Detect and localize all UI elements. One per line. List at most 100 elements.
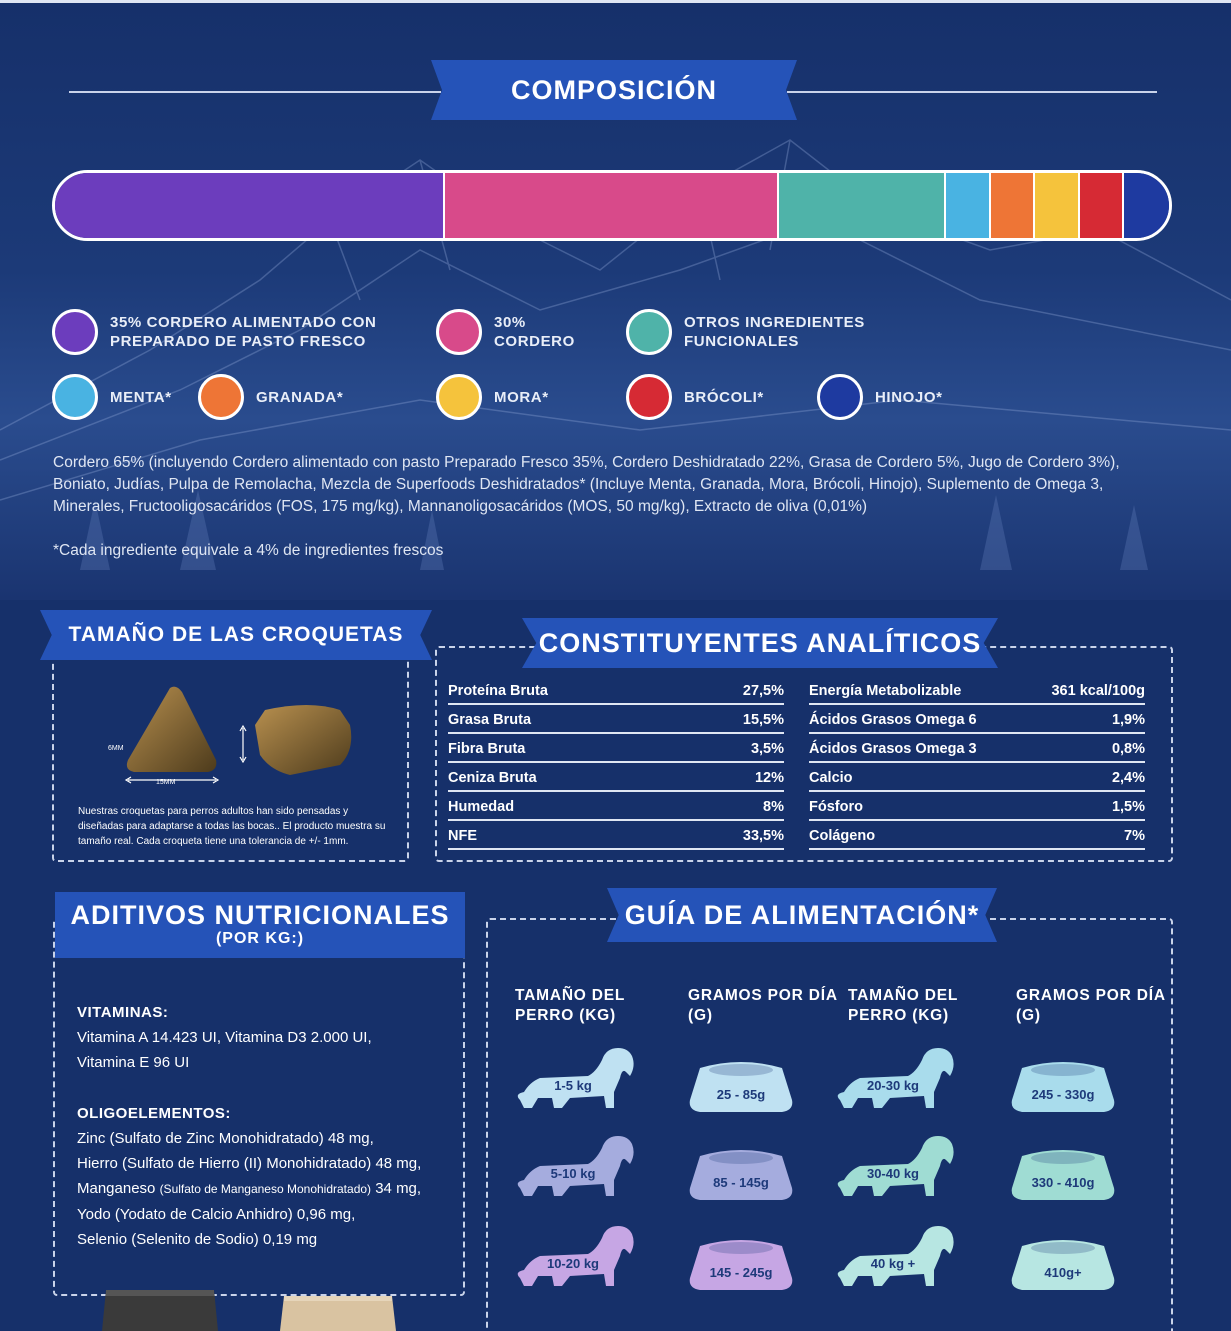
mineral-main: Manganeso (77, 1180, 160, 1197)
legend-swatch (626, 309, 672, 355)
additives-subtitle: (POR KG:) (215, 930, 305, 947)
analysis-value: 27,5% (742, 683, 784, 699)
dog-weight-label: 1-5 kg (554, 1078, 592, 1093)
legend-label: 30% CORDERO (494, 314, 575, 350)
analysis-name: Energía Metabolizable (809, 683, 962, 699)
grams-label: 245 - 330g (1031, 1087, 1095, 1102)
bowl-icon (689, 1150, 793, 1200)
analysis-name: Ácidos Grasos Omega 6 (809, 712, 977, 728)
divider-right (787, 91, 1157, 93)
composition-segment-5 (990, 173, 1036, 238)
legend-item-cordero-pasto: 35% CORDERO ALIMENTADO CON PREPARADO DE … (52, 309, 400, 355)
composition-segment-2 (444, 173, 780, 238)
analysis-row: Humedad 8% (448, 792, 784, 821)
legend-item-menta: MENTA* (52, 374, 172, 420)
dog-icon (517, 1226, 634, 1286)
grams-label: 145 - 245g (709, 1265, 773, 1280)
analysis-name: Fibra Bruta (448, 741, 526, 757)
mountain-illustration (0, 139, 1231, 570)
composition-segment-6 (1035, 173, 1080, 238)
analysis-value: 8% (763, 799, 784, 815)
analysis-row: Ácidos Grasos Omega 3 0,8% (809, 734, 1145, 763)
grams-label: 330 - 410g (1031, 1175, 1095, 1190)
dog-icon (837, 1048, 954, 1108)
analysis-value: 0,8% (1111, 741, 1145, 757)
analysis-row: Energía Metabolizable 361 kcal/100g (809, 676, 1145, 705)
analysis-value: 12% (754, 770, 784, 786)
kibble-illustration (124, 686, 352, 784)
kibble-height-label: 6MM (108, 745, 124, 752)
vitamins-line: Vitamina E 96 UI (77, 1054, 190, 1071)
bowl-icon (689, 1062, 793, 1112)
analysis-left-column: Proteína Bruta 27,5% Grasa Bruta 15,5% Fibra… (448, 676, 784, 850)
kibble-title: TAMAÑO DE LAS CROQUETAS (40, 610, 432, 660)
legend-swatch (52, 374, 98, 420)
analysis-name: Humedad (448, 799, 515, 815)
analysis-row: Grasa Bruta 15,5% (448, 705, 784, 734)
legend-item-granada: GRANADA* (198, 374, 343, 420)
additives-content: VITAMINAS: Vitamina A 14.423 UI, Vitamin… (77, 1000, 457, 1252)
legend-label: MORA* (494, 388, 549, 406)
analysis-row: Calcio 2,4% (809, 763, 1145, 792)
dog-icon (837, 1136, 954, 1196)
additives-header: ADITIVOS NUTRICIONALES (POR KG:) (55, 892, 465, 958)
mineral-line: Manganeso (Sulfato de Manganeso Monohidr… (77, 1176, 457, 1202)
vitamins-line: Vitamina A 14.423 UI, Vitamina D3 2.000 … (77, 1029, 372, 1046)
analysis-value: 33,5% (742, 828, 784, 844)
composition-segment-4 (946, 173, 991, 238)
legend-label: HINOJO* (875, 388, 943, 406)
composition-segment-8 (1124, 173, 1169, 238)
product-bag-kraft (280, 1296, 396, 1331)
legend-label: BRÓCOLI* (684, 388, 764, 406)
mineral-line: Zinc (Sulfato de Zinc Monohidratado) 48 … (77, 1130, 374, 1147)
analysis-name: Colágeno (809, 828, 876, 844)
legend-swatch (198, 374, 244, 420)
bowl-icon (689, 1240, 793, 1290)
minerals-heading: OLIGOELEMENTOS: (77, 1105, 231, 1122)
ingredients-footnote: *Cada ingrediente equivale a 4% de ingre… (53, 542, 444, 559)
analysis-row: Ceniza Bruta 12% (448, 763, 784, 792)
guide-col-grams-left: GRAMOS POR DÍA (G) (688, 987, 838, 1024)
dog-weight-label: 30-40 kg (866, 1166, 920, 1181)
composition-segment-7 (1079, 173, 1125, 238)
analysis-name: Calcio (809, 770, 853, 786)
legend-swatch (52, 309, 98, 355)
legend-swatch (436, 309, 482, 355)
composition-segment-1 (55, 173, 445, 238)
analysis-name: Proteína Bruta (448, 683, 548, 699)
grams-label: 25 - 85g (716, 1087, 766, 1102)
analysis-value: 3,5% (750, 741, 784, 757)
bowl-icon (1011, 1150, 1115, 1200)
ingredients-list: Cordero 65% (incluyendo Cordero alimenta… (53, 454, 1120, 515)
analysis-name: NFE (448, 828, 477, 844)
kibble-width-label: 15MM (156, 779, 176, 786)
dog-weight-label: 10-20 kg (546, 1256, 600, 1271)
analysis-name: Ácidos Grasos Omega 3 (809, 741, 977, 757)
guide-col-grams-right: GRAMOS POR DÍA (G) (1016, 987, 1166, 1024)
top-border (0, 0, 1231, 3)
legend-item-otros: OTROS INGREDIENTES FUNCIONALES (626, 309, 894, 355)
dog-weight-label: 40 kg + (870, 1256, 916, 1271)
legend-label: 35% CORDERO ALIMENTADO CON PREPARADO DE … (110, 314, 377, 350)
analysis-name: Ceniza Bruta (448, 770, 537, 786)
mineral-line: Hierro (Sulfato de Hierro (II) Monohidra… (77, 1155, 422, 1172)
composition-segment-3 (779, 173, 947, 238)
legend-item-cordero: 30% CORDERO (436, 309, 594, 355)
dog-weight-label: 20-30 kg (866, 1078, 920, 1093)
analysis-value: 2,4% (1111, 770, 1145, 786)
product-bag-dark (102, 1290, 218, 1331)
dog-icon (517, 1048, 634, 1108)
bowl-icon (1011, 1062, 1115, 1112)
guide-col-dog-right: TAMAÑO DEL PERRO (KG) (848, 987, 958, 1024)
analysis-row: Proteína Bruta 27,5% (448, 676, 784, 705)
legend-label: GRANADA* (256, 388, 344, 406)
dog-icon (517, 1136, 634, 1196)
analysis-name: Fósforo (809, 799, 863, 815)
divider-left (69, 91, 441, 93)
analysis-value: 1,5% (1111, 799, 1145, 815)
mineral-small: (Sulfato de Manganeso Monohidratado) (159, 1182, 372, 1196)
dog-icon (837, 1226, 954, 1286)
legend-item-mora: MORA* (436, 374, 549, 420)
legend-label: OTROS INGREDIENTES FUNCIONALES (684, 314, 865, 350)
grams-label: 410g+ (1044, 1265, 1082, 1280)
